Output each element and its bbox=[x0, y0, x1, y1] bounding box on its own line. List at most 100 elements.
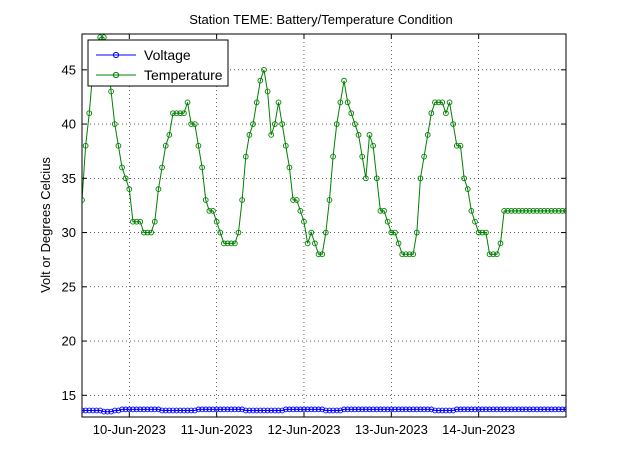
data-point-temperature bbox=[512, 208, 518, 214]
data-point-temperature bbox=[483, 229, 489, 236]
data-point-temperature bbox=[555, 208, 562, 214]
data-point-voltage bbox=[530, 406, 537, 413]
data-point-voltage bbox=[494, 406, 500, 413]
data-point-temperature bbox=[468, 208, 475, 214]
data-point-voltage bbox=[206, 406, 213, 413]
data-point-voltage bbox=[377, 406, 384, 413]
chart-title: Station TEME: Battery/Temperature Condit… bbox=[189, 12, 453, 27]
data-point-voltage bbox=[217, 406, 224, 413]
data-point-voltage bbox=[141, 406, 147, 413]
data-point-temperature bbox=[384, 218, 391, 225]
data-point-voltage bbox=[315, 406, 322, 413]
data-point-temperature bbox=[293, 197, 300, 203]
series-line-temperature bbox=[82, 36, 566, 255]
data-point-temperature bbox=[137, 218, 144, 225]
data-point-voltage bbox=[326, 407, 333, 414]
data-point-voltage bbox=[403, 406, 409, 413]
data-point-temperature bbox=[213, 218, 220, 225]
data-point-temperature bbox=[330, 153, 336, 160]
data-point-voltage bbox=[148, 406, 154, 413]
data-point-temperature bbox=[475, 229, 482, 236]
data-point-temperature bbox=[377, 208, 384, 214]
data-point-temperature bbox=[315, 251, 322, 258]
data-point-voltage bbox=[523, 406, 529, 413]
legend-temperature-marker bbox=[112, 71, 120, 79]
data-point-voltage bbox=[370, 406, 376, 413]
data-point-temperature bbox=[352, 121, 358, 127]
data-point-voltage bbox=[279, 407, 286, 414]
data-point-voltage bbox=[268, 407, 275, 414]
data-point-voltage bbox=[490, 406, 497, 413]
data-point-temperature bbox=[231, 240, 238, 247]
data-point-voltage bbox=[443, 407, 449, 414]
data-point-temperature bbox=[486, 251, 493, 258]
data-point-temperature bbox=[275, 99, 282, 106]
data-point-temperature bbox=[257, 77, 264, 84]
data-point-voltage bbox=[297, 406, 304, 413]
data-point-voltage bbox=[541, 406, 548, 413]
data-point-voltage bbox=[275, 407, 282, 414]
series-voltage bbox=[82, 406, 566, 415]
data-point-temperature bbox=[228, 240, 235, 247]
data-point-temperature bbox=[242, 153, 249, 160]
data-point-voltage bbox=[384, 406, 391, 413]
data-point-temperature bbox=[479, 229, 486, 236]
data-point-temperature bbox=[119, 164, 125, 171]
data-point-voltage bbox=[399, 406, 406, 413]
data-point-voltage bbox=[472, 406, 478, 413]
data-point-temperature bbox=[446, 99, 453, 106]
data-point-voltage bbox=[428, 406, 435, 413]
data-point-temperature bbox=[322, 229, 329, 236]
data-point-temperature bbox=[151, 218, 158, 225]
data-point-temperature bbox=[370, 142, 376, 149]
data-point-temperature bbox=[537, 208, 544, 214]
data-point-temperature bbox=[326, 197, 333, 203]
data-point-temperature bbox=[159, 164, 165, 171]
data-point-temperature bbox=[115, 142, 122, 149]
data-point-temperature bbox=[552, 208, 558, 214]
data-point-voltage bbox=[221, 406, 227, 413]
data-point-temperature bbox=[144, 229, 151, 236]
x-tick-label: 11-Jun-2023 bbox=[181, 422, 253, 437]
data-point-voltage bbox=[446, 407, 453, 414]
y-tick-label: 35 bbox=[62, 171, 76, 186]
data-point-voltage bbox=[555, 406, 562, 413]
data-point-voltage bbox=[424, 406, 431, 413]
data-point-temperature bbox=[82, 142, 89, 149]
data-point-voltage bbox=[119, 406, 125, 413]
data-point-temperature bbox=[548, 208, 555, 214]
data-point-voltage bbox=[261, 407, 267, 414]
data-point-voltage bbox=[341, 406, 347, 413]
data-point-temperature bbox=[428, 110, 435, 117]
data-point-temperature bbox=[253, 99, 260, 106]
data-point-voltage bbox=[202, 406, 209, 413]
data-point-temperature bbox=[559, 208, 566, 214]
plot-area-border bbox=[81, 33, 567, 418]
data-point-temperature bbox=[534, 208, 540, 214]
data-point-voltage bbox=[282, 406, 289, 413]
data-point-temperature bbox=[519, 208, 526, 214]
legend-temperature-label: Temperature bbox=[144, 67, 223, 83]
data-point-temperature bbox=[122, 175, 129, 182]
data-point-temperature bbox=[86, 110, 93, 117]
data-point-temperature bbox=[195, 142, 202, 149]
data-point-voltage bbox=[82, 407, 89, 414]
data-point-temperature bbox=[148, 229, 154, 236]
data-point-temperature bbox=[344, 99, 351, 106]
data-point-temperature bbox=[224, 240, 231, 247]
data-point-voltage bbox=[457, 406, 464, 413]
data-point-temperature bbox=[501, 208, 507, 214]
data-point-temperature bbox=[424, 132, 431, 138]
data-point-temperature bbox=[191, 121, 198, 127]
data-point-voltage bbox=[242, 407, 249, 414]
data-point-voltage bbox=[257, 407, 264, 414]
data-point-temperature bbox=[381, 208, 387, 214]
data-point-voltage bbox=[363, 406, 369, 413]
data-point-voltage bbox=[312, 406, 318, 413]
y-tick-label: 40 bbox=[62, 117, 76, 132]
data-point-voltage bbox=[552, 406, 558, 413]
data-point-voltage bbox=[475, 406, 482, 413]
data-point-temperature bbox=[413, 229, 420, 236]
data-point-voltage bbox=[151, 406, 158, 413]
